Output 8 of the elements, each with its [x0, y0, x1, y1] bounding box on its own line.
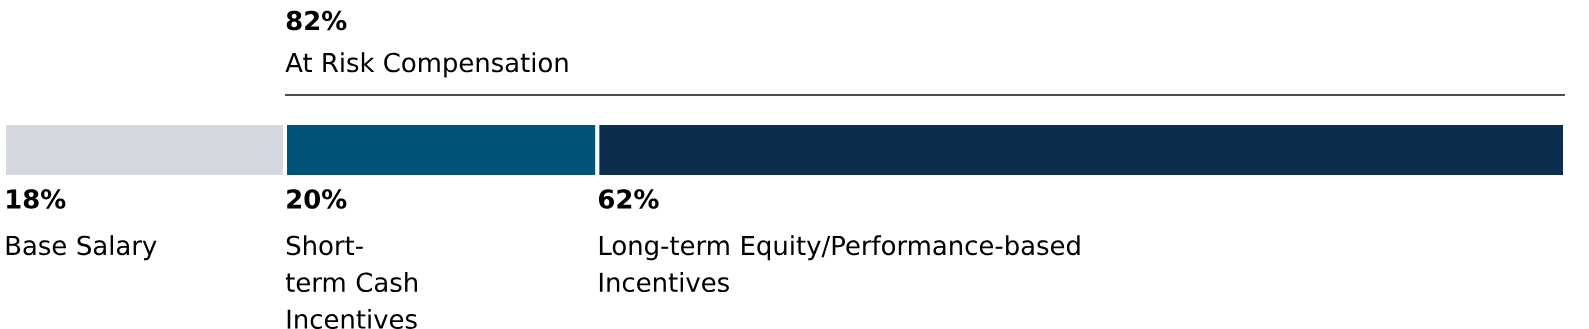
data-label: 62% [599, 189, 659, 209]
text: Base Salary [6, 235, 157, 261]
text: Short-term Cash Incentives [285, 235, 417, 329]
text: Long-term Equity/Performance-based Incentives [599, 235, 1080, 293]
text: At Risk Compensation [285, 52, 568, 78]
data-label: 18% [7, 189, 66, 209]
text: 82% [286, 10, 347, 31]
data-label: 20% [287, 189, 347, 209]
